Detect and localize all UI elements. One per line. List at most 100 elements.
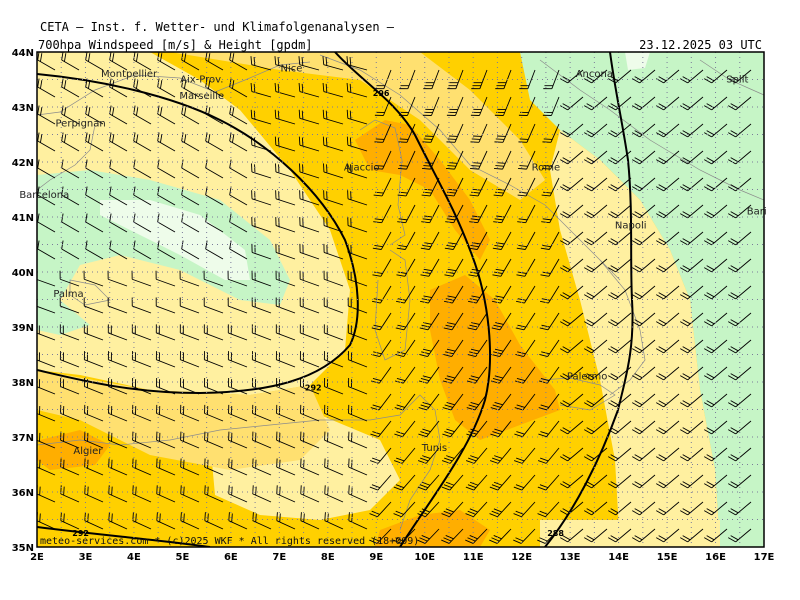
wind-barb bbox=[728, 366, 752, 381]
wind-barb bbox=[227, 377, 248, 395]
wind-barb bbox=[132, 431, 152, 449]
wind-barb bbox=[632, 231, 656, 246]
lat-tick-label: 39N bbox=[12, 323, 34, 334]
wind-barb bbox=[704, 420, 728, 435]
wind-barb bbox=[584, 285, 608, 300]
wind-barb bbox=[513, 447, 536, 464]
wind-barb bbox=[203, 297, 224, 314]
wind-barb bbox=[656, 528, 680, 543]
wind-barb bbox=[84, 512, 104, 530]
wind-barb bbox=[728, 447, 752, 462]
wind-barbs bbox=[37, 52, 752, 544]
wind-barb bbox=[59, 324, 80, 341]
header-parameter: 700hpa_Windspeed_[m/s]_&_Height_[gpdm] bbox=[38, 38, 313, 52]
lon-tick-label: 15E bbox=[657, 552, 678, 563]
wind-barb bbox=[155, 324, 176, 341]
wind-barb bbox=[108, 404, 128, 422]
wind-barb bbox=[490, 366, 512, 384]
wind-barb bbox=[107, 351, 128, 368]
wind-barb bbox=[470, 123, 488, 143]
wind-barb bbox=[422, 123, 440, 143]
contour-label: 292 bbox=[305, 383, 322, 392]
wind-barb bbox=[680, 447, 704, 462]
wind-barb bbox=[704, 258, 728, 273]
wind-barb bbox=[560, 150, 584, 165]
wind-field-light-yellow-bottom bbox=[540, 520, 720, 547]
header-institute: CETA – Inst. f. Wetter- und Klimafolgena… bbox=[40, 20, 395, 34]
wind-barb bbox=[584, 393, 608, 408]
wind-barb bbox=[155, 377, 176, 395]
wind-barb bbox=[394, 366, 416, 384]
wind-barb bbox=[179, 324, 200, 341]
wind-barb bbox=[418, 366, 440, 384]
lon-tick-label: 4E bbox=[127, 552, 141, 563]
wind-barb bbox=[108, 512, 128, 530]
wind-barb bbox=[228, 458, 248, 476]
wind-barb bbox=[728, 501, 752, 516]
wind-barb bbox=[466, 366, 488, 384]
wind-barb bbox=[489, 474, 512, 491]
wind-barb bbox=[37, 378, 56, 395]
city-label: Nice bbox=[280, 64, 302, 75]
wind-barb bbox=[541, 177, 560, 197]
wind-barb bbox=[560, 177, 584, 192]
city-labels: Montpellier Aix-Prov. Nice Marseille Perpign… bbox=[19, 64, 766, 457]
wind-barb bbox=[61, 132, 80, 152]
wind-barb bbox=[107, 270, 128, 287]
wind-barb bbox=[441, 474, 464, 491]
wind-barb bbox=[608, 204, 632, 219]
wind-barb bbox=[584, 69, 608, 84]
wind-barb bbox=[632, 366, 656, 381]
contour-296 bbox=[37, 73, 359, 395]
wind-barb bbox=[203, 377, 224, 395]
wind-barb bbox=[538, 393, 560, 411]
contour-292-south bbox=[37, 526, 211, 547]
wind-barb bbox=[421, 177, 440, 197]
wind-barb bbox=[323, 217, 344, 233]
wind-barb bbox=[704, 312, 728, 327]
wind-barb bbox=[632, 258, 656, 273]
city-label: Perpignan bbox=[56, 119, 106, 130]
wind-barb bbox=[632, 69, 656, 84]
wind-barb bbox=[203, 270, 224, 287]
wind-barb bbox=[443, 312, 464, 331]
wind-barb bbox=[468, 285, 488, 304]
wind-barb bbox=[516, 258, 536, 277]
city-label: Algier bbox=[73, 446, 103, 457]
wind-barb bbox=[538, 420, 560, 438]
wind-barb bbox=[656, 150, 680, 165]
lon-tick-label: 8E bbox=[321, 552, 335, 563]
wind-barb bbox=[608, 150, 632, 165]
wind-barb bbox=[156, 512, 176, 530]
wind-barb bbox=[346, 136, 368, 152]
lat-tick-label: 37N bbox=[12, 433, 34, 444]
wind-barb bbox=[632, 474, 656, 489]
wind-barb bbox=[59, 351, 80, 368]
wind-barb bbox=[276, 458, 296, 476]
wind-barb bbox=[728, 150, 752, 165]
wind-barb bbox=[180, 512, 200, 530]
wind-barb bbox=[584, 447, 608, 462]
wind-barb bbox=[680, 150, 704, 165]
wind-barb bbox=[728, 177, 752, 192]
wind-barb bbox=[656, 420, 680, 435]
lat-tick-label: 42N bbox=[12, 158, 34, 169]
wind-barb bbox=[274, 109, 296, 125]
wind-barb bbox=[608, 339, 632, 354]
lat-tick-label: 43N bbox=[12, 103, 34, 114]
wind-barb bbox=[704, 393, 728, 408]
wind-barb bbox=[494, 150, 512, 170]
wind-barb bbox=[346, 56, 368, 71]
header-valid-time: 23.12.2025 03 UTC bbox=[639, 38, 762, 52]
wind-barb bbox=[393, 474, 416, 491]
lon-tick-label: 7E bbox=[272, 552, 286, 563]
wind-barb bbox=[465, 501, 488, 518]
wind-barb bbox=[37, 352, 56, 368]
wind-barb bbox=[728, 339, 752, 354]
wind-barb bbox=[83, 377, 104, 395]
wind-barb bbox=[37, 159, 56, 179]
wind-barb bbox=[728, 123, 752, 138]
wind-barb bbox=[680, 258, 704, 273]
wind-barb bbox=[85, 132, 104, 152]
wind-barb bbox=[704, 231, 728, 246]
